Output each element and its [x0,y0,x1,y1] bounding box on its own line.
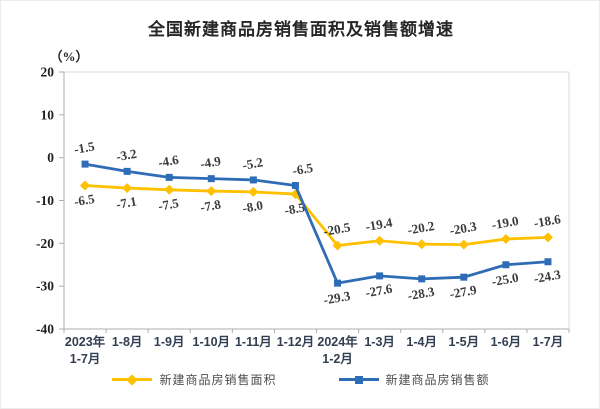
data-point-marker [249,176,257,184]
x-tick-label: 1-11月 [235,335,272,349]
plot-area: 20 10 0 -10 -20 -30 -40 2023年 1-7月 1-8月 1-9月 1-10月 1… [36,65,570,366]
x-tick-label: 1-2月 [322,352,353,366]
legend-item-sales-amount: 新建商品房销售额 [338,371,490,388]
data-point-marker [460,273,468,281]
x-tick-label: 2024年 [317,334,358,349]
data-point-marker [458,239,469,250]
data-point-label: -7.5 [157,195,180,213]
data-point-label: -18.6 [533,211,563,231]
chart-title: 全国新建商品房销售面积及销售额增速 [148,20,454,39]
legend-label-sales-area: 新建商品房销售面积 [159,373,277,387]
data-point-label: -20.5 [322,219,352,239]
x-tick-label: 1-4月 [406,335,437,349]
data-point-label: -28.3 [406,284,436,304]
data-point-label: -19.4 [364,215,394,235]
data-point-label: -5.2 [241,154,264,172]
data-point-label: -7.8 [199,196,222,214]
data-point-label: -25.0 [490,270,519,289]
data-point-marker [418,275,426,283]
data-point-label: -27.6 [364,281,394,301]
x-tick-label: 1-12月 [277,335,315,349]
series-line-0 [83,184,550,247]
x-tick-label: 2023年 [65,334,106,349]
y-tick-label: 0 [47,150,54,165]
y-tick-label: 20 [41,65,55,80]
data-point-marker [207,175,215,183]
data-point-marker [165,173,173,181]
data-point-marker [374,235,385,246]
data-point-marker [334,279,342,287]
data-point-marker [206,186,217,197]
data-point-label: -8.0 [241,197,264,215]
data-point-label: -3.2 [115,146,138,164]
y-tick-label: -20 [36,236,54,251]
data-point-label: -8.5 [283,199,306,217]
data-point-label: -4.6 [157,152,180,170]
data-point-marker [81,160,89,168]
data-point-label: -20.3 [448,218,478,238]
data-point-label: -6.5 [73,191,96,209]
y-tick-label: -40 [36,322,54,337]
sales-area-legend-marker [112,373,153,386]
data-point-marker [376,272,384,280]
data-point-marker [502,261,510,269]
data-point-marker [542,232,553,243]
data-point-marker [416,239,427,250]
x-tick-label: 1-10月 [193,335,231,349]
legend-label-sales-amount: 新建商品房销售额 [385,373,490,387]
data-point-marker [164,184,175,195]
data-point-label: -24.3 [533,266,563,286]
data-point-label: -7.1 [115,193,138,211]
data-point-label: -4.9 [199,153,222,171]
y-tick-label: -30 [36,279,54,294]
x-tick-label: 1-9月 [154,335,185,349]
data-point-marker [123,167,131,175]
data-point-label: -6.5 [291,160,314,178]
data-point-marker [122,183,133,194]
x-tick-label: 1-8月 [112,335,143,349]
y-axis-unit-label: （%） [49,49,89,64]
data-point-marker [80,180,91,191]
data-point-marker [500,234,511,245]
data-point-label: -20.2 [406,218,435,237]
series-line-1 [83,162,550,285]
legend: 新建商品房销售面积 新建商品房销售额 [1,371,599,388]
data-point-marker [291,182,299,190]
data-point-marker [544,258,552,266]
x-tick-label: 1-3月 [364,335,395,349]
legend-item-sales-area: 新建商品房销售面积 [112,371,276,388]
y-tick-label: -10 [36,193,54,208]
x-tick-label: 1-7月 [70,352,101,366]
data-point-label: -1.5 [73,138,96,156]
data-point-marker [248,186,259,197]
y-tick-label: 10 [41,107,55,122]
data-point-label: -19.0 [490,213,519,232]
data-point-marker [332,240,343,251]
sales-amount-legend-marker [338,375,379,384]
x-tick-label: 1-6月 [491,335,522,349]
x-tick-label: 1-5月 [449,335,480,349]
data-point-label: -29.3 [322,288,352,308]
data-point-label: -27.9 [448,282,478,302]
x-tick-label: 1-7月 [533,335,564,349]
